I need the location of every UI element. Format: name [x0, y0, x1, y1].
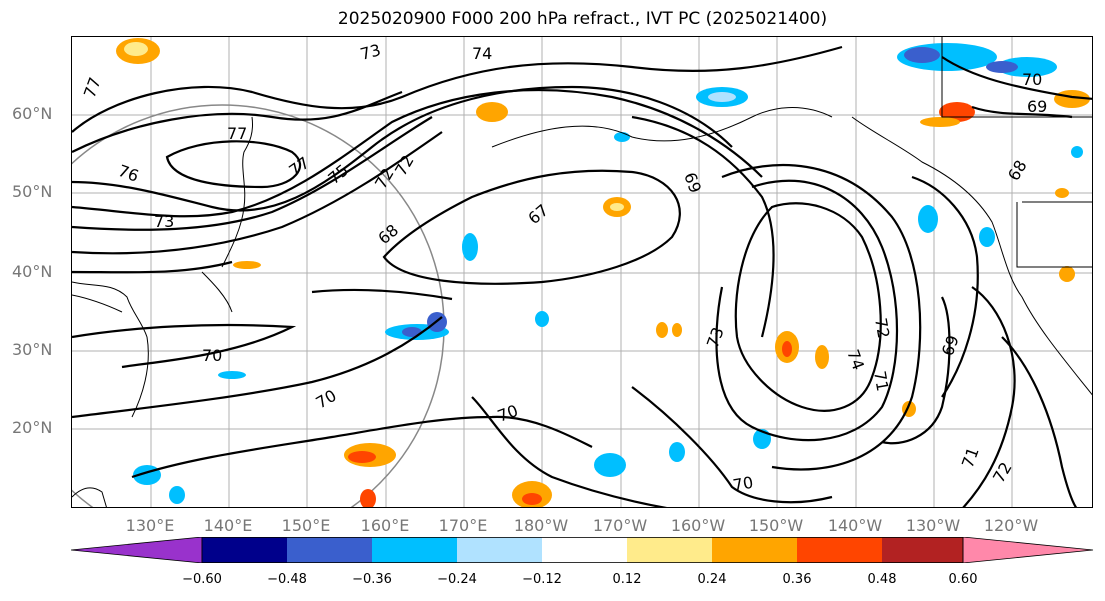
contour-label: 73: [703, 325, 728, 351]
contour-label: 69: [680, 170, 705, 196]
colorbar-tick: −0.36: [352, 572, 392, 587]
coastlines: [72, 37, 1092, 507]
colorbar-segment: [797, 537, 882, 563]
colorbar-segment: [962, 536, 1094, 564]
gridlines: [72, 37, 1092, 507]
lat-label: 50°N: [12, 182, 53, 201]
contour-label: 70: [1022, 70, 1042, 89]
colorbar-tick: −0.60: [182, 572, 222, 587]
colorbar-tick: 0.36: [782, 572, 812, 587]
colorbar-segment: [457, 537, 542, 563]
contour-label: 70: [202, 346, 222, 365]
contour-label: 67: [524, 200, 552, 228]
colorbar-tick: 0.12: [612, 572, 642, 587]
lat-label: 60°N: [12, 104, 53, 123]
lon-label: 150°W: [748, 516, 804, 535]
weather-map: 77 77 77 76 75 73 73 74 72 72 68 67 69 7…: [71, 36, 1093, 508]
lon-label: 170°E: [438, 516, 488, 535]
lat-label: 40°N: [12, 262, 53, 281]
contour-label: 70: [495, 401, 521, 426]
colorbar-tick: 0.48: [867, 572, 897, 587]
contour-label: 70: [731, 473, 754, 495]
contour-label: 74: [472, 44, 492, 63]
contour-label: 69: [938, 333, 963, 359]
contour-label: 71: [870, 369, 892, 392]
colorbar-segment: [202, 537, 287, 563]
lon-label: 140°E: [203, 516, 253, 535]
colorbar-segment: [287, 537, 372, 563]
contour-label: 77: [285, 153, 313, 180]
lon-label: 130°E: [125, 516, 175, 535]
contour-lines: [72, 45, 1092, 507]
contour-label: 73: [358, 40, 383, 64]
contour-label: 77: [80, 75, 105, 101]
lon-label: 170°W: [592, 516, 648, 535]
lon-label: 160°E: [360, 516, 410, 535]
lon-label: 120°W: [983, 516, 1039, 535]
contour-label: 77: [227, 124, 247, 143]
lon-label: 140°W: [827, 516, 883, 535]
contour-label: 69: [1027, 97, 1047, 116]
lon-label: 150°E: [281, 516, 331, 535]
contour-label: 76: [116, 161, 142, 186]
lon-label: 130°W: [905, 516, 961, 535]
colorbar-tick: 0.24: [697, 572, 727, 587]
colorbar-tick: −0.12: [522, 572, 562, 587]
contour-label: 68: [1004, 157, 1031, 184]
colorbar: [70, 536, 1095, 567]
contour-label: 70: [313, 386, 340, 413]
contour-labels: 77 77 77 76 75 73 73 74 72 72 68 67 69 7…: [80, 40, 1047, 495]
colorbar-segment: [372, 537, 457, 563]
colorbar-segment: [542, 537, 627, 563]
lat-label: 30°N: [12, 340, 53, 359]
map-title: 2025020900 F000 200 hPa refract., IVT PC…: [337, 9, 828, 29]
lat-label: 20°N: [12, 418, 53, 437]
colorbar-segment: [882, 537, 963, 563]
colorbar-tick: −0.48: [267, 572, 307, 587]
colorbar-segment: [627, 537, 712, 563]
lon-label: 180°W: [513, 516, 569, 535]
contour-label: 71: [958, 445, 983, 471]
lon-label: 160°W: [670, 516, 726, 535]
colorbar-segment: [70, 536, 203, 564]
contour-label: 72: [871, 316, 893, 339]
contour-label: 73: [154, 212, 174, 231]
colorbar-tick: 0.60: [948, 572, 978, 587]
colorbar-segment: [712, 537, 797, 563]
colorbar-tick: −0.24: [437, 572, 477, 587]
